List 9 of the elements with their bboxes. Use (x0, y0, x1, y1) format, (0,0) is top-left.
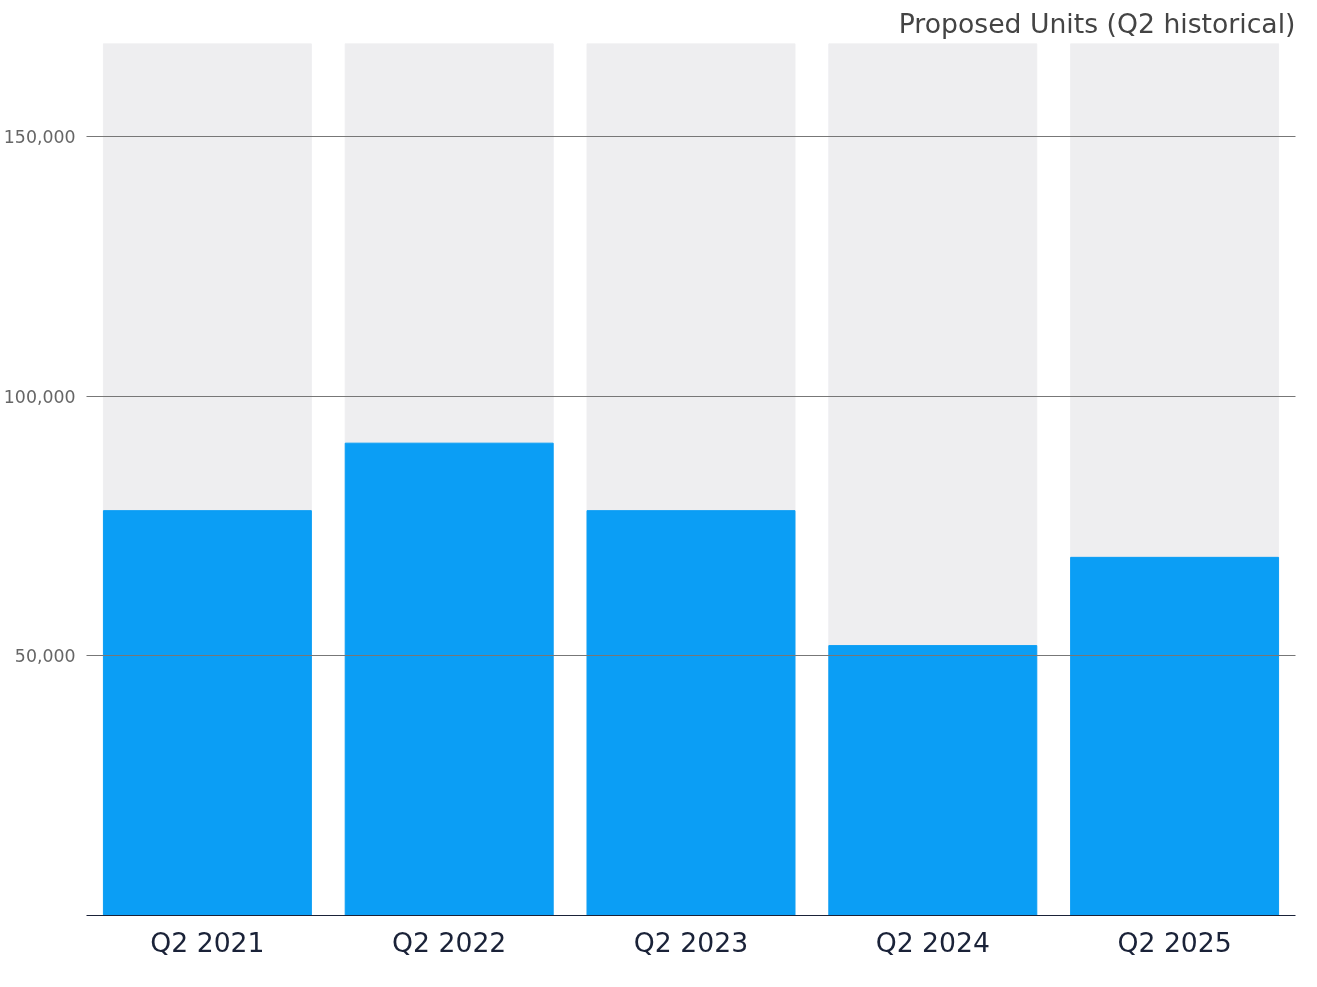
x-tick-label: Q2 2024 (875, 926, 990, 958)
x-tick-label: Q2 2023 (633, 926, 749, 958)
x-tick-label: Q2 2021 (150, 926, 265, 958)
x-tick-label: Q2 2025 (1117, 926, 1232, 958)
y-tick-label: 100,000 (3, 386, 76, 407)
x-tick-label: Q2 2022 (392, 926, 507, 958)
y-tick-label: 150,000 (3, 127, 76, 148)
y-tick-label: 50,000 (14, 646, 76, 667)
chart-title: Proposed Units (Q2 historical) (898, 7, 1296, 39)
